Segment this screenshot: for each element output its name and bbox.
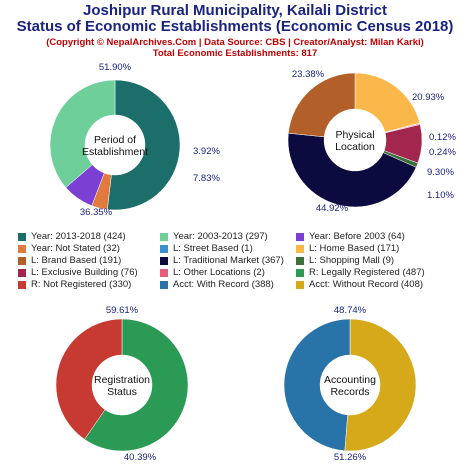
- legend-item: Year: Before 2003 (64): [296, 231, 405, 242]
- legend-swatch: [18, 232, 26, 241]
- legend-item: R: Not Registered (330): [18, 279, 131, 290]
- legend-swatch: [18, 268, 26, 277]
- legend-label: Year: Before 2003 (64): [309, 231, 405, 242]
- donut-hole: [85, 115, 145, 175]
- donut-center-label: Accounting: [324, 374, 376, 386]
- chart-title-line1: Joshipur Rural Municipality, Kailali Dis…: [83, 2, 387, 19]
- legend-label: Acct: Without Record (408): [309, 279, 424, 290]
- legend-label: L: Other Locations (2): [173, 267, 265, 278]
- slice-percent-label: 23.38%: [292, 69, 325, 80]
- legend-item: Year: 2003-2013 (297): [160, 231, 268, 242]
- legend-swatch: [18, 244, 26, 253]
- legend-label: R: Legally Registered (487): [309, 267, 425, 278]
- legend-item: Year: 2013-2018 (424): [18, 231, 126, 242]
- legend-item: L: Traditional Market (367): [160, 255, 284, 266]
- slice-percent-label: 9.30%: [427, 167, 454, 178]
- donut-center-label: Establishment: [82, 146, 148, 158]
- legend-label: L: Brand Based (191): [31, 255, 122, 266]
- slice-percent-label: 3.92%: [193, 146, 220, 157]
- legend-label: L: Traditional Market (367): [173, 255, 284, 266]
- slice-percent-label: 0.24%: [429, 147, 456, 158]
- legend-label: Year: 2013-2018 (424): [31, 231, 126, 242]
- legend-swatch: [18, 256, 26, 265]
- donut-center-label: Records: [330, 386, 369, 398]
- legend-label: Acct: With Record (388): [173, 279, 274, 290]
- slice-percent-label: 51.26%: [334, 452, 367, 463]
- legend-item: L: Street Based (1): [160, 243, 253, 254]
- slice-percent-label: 36.35%: [80, 207, 113, 218]
- donut-center-label: Status: [107, 386, 137, 398]
- slice-percent-label: 7.83%: [193, 173, 220, 184]
- chart-title-line2: Status of Economic Establishments (Econo…: [16, 18, 454, 35]
- slice-percent-label: 0.12%: [429, 132, 456, 143]
- legend-swatch: [296, 244, 304, 253]
- slice-percent-label: 40.39%: [124, 452, 157, 463]
- slice-percent-label: 59.61%: [106, 305, 139, 316]
- donut-center-label: Period of: [94, 134, 136, 146]
- total-establishments: Total Economic Establishments: 817: [152, 48, 318, 59]
- legend-item: L: Other Locations (2): [160, 267, 265, 278]
- legend-swatch: [160, 232, 168, 241]
- legend-swatch: [18, 280, 26, 289]
- donut-center-label: Physical: [335, 129, 374, 141]
- donut-center-label: Registration: [94, 374, 150, 386]
- legend-item: L: Exclusive Building (76): [18, 267, 138, 278]
- slice-percent-label: 20.93%: [412, 92, 445, 103]
- legend-item: L: Shopping Mall (9): [296, 255, 394, 266]
- copyright-line: (Copyright © NepalArchives.Com | Data So…: [46, 37, 424, 48]
- donut-slice: [106, 79, 181, 211]
- legend-item: Year: Not Stated (32): [18, 243, 120, 254]
- legend-swatch: [160, 280, 168, 289]
- slice-percent-label: 44.92%: [316, 203, 349, 214]
- legend-swatch: [296, 268, 304, 277]
- legend-label: L: Street Based (1): [173, 243, 253, 254]
- slice-percent-label: 51.90%: [99, 62, 132, 73]
- legend-label: Year: 2003-2013 (297): [173, 231, 268, 242]
- legend-label: L: Shopping Mall (9): [309, 255, 395, 266]
- legend-swatch: [296, 256, 304, 265]
- legend-swatch: [160, 268, 168, 277]
- legend-swatch: [296, 232, 304, 241]
- legend-swatch: [160, 244, 168, 253]
- legend-item: Acct: Without Record (408): [296, 279, 423, 290]
- donut-hole: [324, 109, 386, 171]
- legend-item: L: Home Based (171): [296, 243, 399, 254]
- legend-item: R: Legally Registered (487): [296, 267, 425, 278]
- legend-label: L: Exclusive Building (76): [31, 267, 138, 278]
- donut-center-label: Location: [335, 141, 375, 153]
- legend-label: Year: Not Stated (32): [31, 243, 120, 254]
- slice-percent-label: 48.74%: [334, 305, 367, 316]
- legend-swatch: [160, 256, 168, 265]
- donut-hole: [92, 355, 152, 415]
- legend-swatch: [296, 280, 304, 289]
- legend-item: L: Brand Based (191): [18, 255, 121, 266]
- legend-label: R: Not Registered (330): [31, 279, 132, 290]
- legend-label: L: Home Based (171): [309, 243, 400, 254]
- slice-percent-label: 1.10%: [427, 190, 454, 201]
- legend-item: Acct: With Record (388): [160, 279, 274, 290]
- donut-hole: [320, 355, 380, 415]
